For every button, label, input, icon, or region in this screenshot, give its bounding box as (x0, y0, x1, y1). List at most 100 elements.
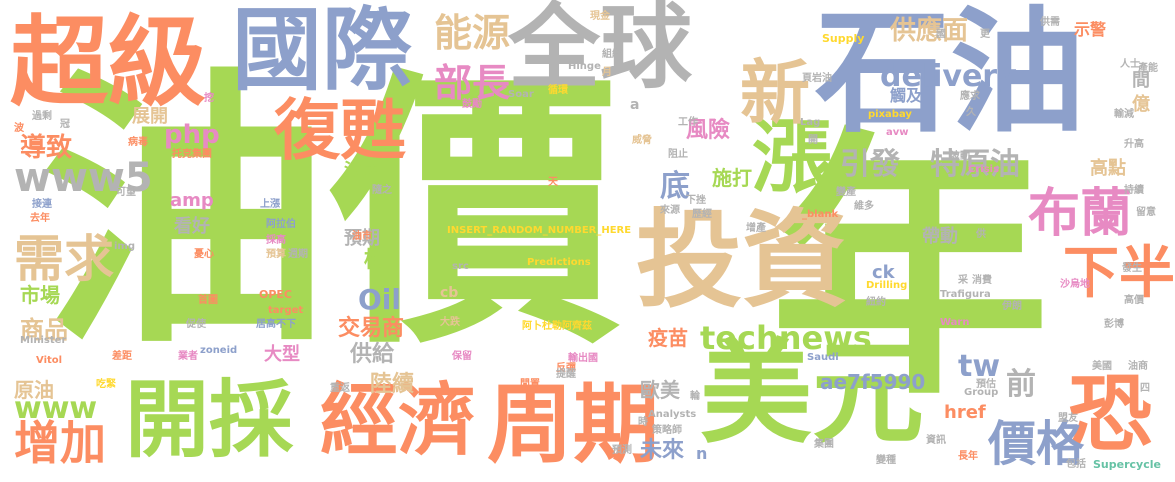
word-technews: technews (700, 319, 872, 357)
word-rise: 漲 (752, 111, 832, 204)
word-rebound: 反彈 (556, 363, 576, 374)
word-avw: avw (886, 127, 909, 138)
word-iran: 伊朗 (1002, 301, 1022, 312)
word-shale-oil: 頁岩油 (802, 73, 832, 84)
word-zoneid: zoneid (200, 345, 238, 356)
word-oil-en: Oil (358, 283, 401, 316)
word-trader: 交易商 (338, 316, 405, 341)
word-trigger: 引發 (840, 147, 900, 182)
word-capacity: 產能 (1138, 63, 1158, 74)
word-supply-zh: 供 (976, 229, 986, 240)
word-occur: 發生 (1122, 263, 1142, 274)
word-month: 月 (602, 67, 612, 78)
word-us-dollar: 美元 (700, 329, 924, 459)
word-a: a (630, 97, 640, 113)
word-opec: OPEC (259, 288, 292, 301)
word-open: 開 (808, 135, 818, 146)
word-high-price: 高價 (1124, 295, 1144, 306)
word-investment: 投資 (636, 199, 848, 322)
word-demand: 需求 (14, 230, 114, 288)
word-drilling: Drilling (866, 280, 908, 291)
word-decline: 下挫 (686, 195, 706, 206)
word-super: 超級 (10, 6, 207, 120)
word-delivery: delivery (880, 59, 1017, 94)
word-ae7f5990: ae7f5990 (820, 370, 926, 394)
word-watch: 留意 (1136, 207, 1156, 218)
word-gap: 差距 (112, 351, 132, 362)
word-stay-high: 居高不下 (256, 319, 296, 330)
word-cover-image: 首圖 (198, 295, 218, 306)
word-wave: 波 (14, 123, 24, 134)
word-output-increase: 增產 (746, 223, 766, 234)
word-include: 包括 (1066, 459, 1086, 470)
word-vitol: Vitol (36, 355, 63, 366)
word-src: src (452, 261, 469, 272)
word-risk: 風險 (686, 118, 731, 143)
word-saudi-state: 沙國 (344, 160, 380, 181)
word-high-point: 高點 (1090, 158, 1126, 179)
word-economy: 經濟 (320, 376, 477, 466)
word-minister-en: Minister (20, 335, 67, 346)
word-pick: 采 (958, 275, 968, 286)
word-pixabay: pixabay (868, 109, 912, 120)
word-encourage: 鼓勵 (462, 99, 482, 110)
word-undergo: 歷經 (692, 209, 712, 220)
word-bottom: 底 (660, 169, 690, 204)
word-idle: 閒置 (520, 379, 540, 390)
word-dig: 挖 (204, 93, 214, 104)
word-source: 來源 (660, 205, 680, 216)
word-special-crude: 特原油 (930, 147, 1020, 182)
word-fear: 恐 (1068, 365, 1153, 463)
word-long: 久 (966, 107, 976, 118)
word-lead-to: 導致 (20, 133, 73, 163)
word-return: 重返 (330, 383, 350, 394)
word-prevent: 阻止 (668, 149, 688, 160)
word-worry: 憂心 (194, 249, 214, 260)
word-oil-market: 油市 (352, 231, 372, 242)
word-budget: 預算 (266, 249, 286, 260)
word-circulation: 循環 (548, 85, 568, 96)
word-energy: 能源 (434, 11, 511, 55)
word-raise-mining: 採高 (266, 235, 286, 246)
word-warn: Warn (940, 317, 970, 328)
word-group-zh: 集團 (814, 439, 834, 450)
word-successively: 陸續 (370, 372, 415, 397)
word-hopeful: 可望 (116, 187, 136, 198)
word-predictions: Predictions (527, 257, 591, 268)
word-variant: 變種 (876, 455, 896, 466)
word-supercycle: Supercycle (1093, 458, 1161, 471)
word-time: 時 (638, 417, 648, 428)
word-ck: ck (872, 262, 895, 283)
word-last-year: 去年 (30, 213, 50, 224)
word-minister: 部長 (434, 61, 511, 105)
word-trafigura-zh: 托克集團 (172, 149, 212, 160)
word-before: 前 (1006, 367, 1036, 402)
word-target: target (268, 305, 304, 316)
word-bloomberg: 彭博 (1104, 319, 1124, 330)
word-work: 工作 (678, 117, 698, 128)
word-exporters: 輸出國 (568, 353, 598, 364)
word-warning: 示警 (1074, 20, 1107, 39)
word-organization: 組織 (602, 49, 622, 60)
word-forecast: 預測 (612, 445, 632, 456)
word-vaccinate: 施打 (712, 166, 752, 190)
word-output-change: 變產 (836, 187, 856, 198)
word-abdulaziz: 阿卜杜勒阿齊茲 (522, 321, 592, 332)
word-href: href (944, 402, 986, 423)
word-market: 市場 (20, 283, 60, 307)
word-oil-price: 油價 (40, 46, 620, 383)
word-crude: 原油 (14, 378, 54, 402)
word-info: 資訊 (926, 435, 946, 446)
word-saudi: Saudi (807, 352, 839, 363)
word-blank: _blank (802, 209, 839, 220)
word-global: 全球 (508, 0, 693, 101)
word-cash: 現金 (590, 11, 610, 22)
word-day: 天 (548, 177, 558, 188)
word-supply: 供給 (350, 342, 395, 367)
word-round: 輪 (690, 391, 700, 402)
word-barrel: 桶 (364, 248, 387, 273)
word-remind: 提醒 (556, 369, 576, 380)
word-reach: 觸及 (890, 86, 923, 105)
word-hinge: Hinge (568, 61, 601, 72)
